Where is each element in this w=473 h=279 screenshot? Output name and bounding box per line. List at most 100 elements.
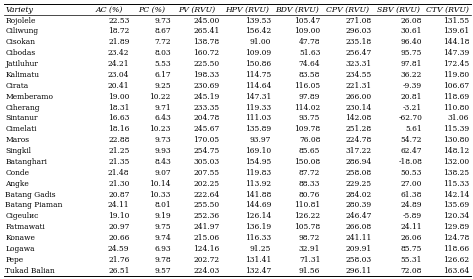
Text: 18.16: 18.16 bbox=[108, 125, 130, 133]
Text: 9.57: 9.57 bbox=[154, 267, 171, 275]
Text: 20.97: 20.97 bbox=[108, 223, 130, 231]
Text: Sintanur: Sintanur bbox=[5, 114, 38, 122]
Text: 109.78: 109.78 bbox=[294, 125, 320, 133]
Text: Cisokan: Cisokan bbox=[5, 38, 35, 46]
Text: 26.08: 26.08 bbox=[401, 16, 422, 25]
Text: 61.38: 61.38 bbox=[401, 191, 422, 199]
Text: 22.88: 22.88 bbox=[108, 136, 130, 144]
Text: 51.63: 51.63 bbox=[299, 49, 320, 57]
Text: 114.02: 114.02 bbox=[294, 104, 320, 112]
Text: 241.97: 241.97 bbox=[193, 223, 219, 231]
Text: 88.33: 88.33 bbox=[299, 180, 320, 188]
Text: 91.56: 91.56 bbox=[299, 267, 320, 275]
Text: 124.78: 124.78 bbox=[443, 234, 469, 242]
Text: 23.04: 23.04 bbox=[108, 71, 130, 79]
Text: 83.58: 83.58 bbox=[299, 71, 320, 79]
Text: 105.78: 105.78 bbox=[294, 223, 320, 231]
Text: 221.31: 221.31 bbox=[346, 82, 372, 90]
Text: 235.18: 235.18 bbox=[346, 38, 372, 46]
Text: 150.86: 150.86 bbox=[245, 60, 271, 68]
Text: 207.55: 207.55 bbox=[193, 169, 219, 177]
Text: Angke: Angke bbox=[5, 180, 29, 188]
Text: 10.14: 10.14 bbox=[149, 180, 171, 188]
Text: 126.14: 126.14 bbox=[245, 212, 271, 220]
Text: 132.00: 132.00 bbox=[443, 158, 469, 166]
Text: 118.66: 118.66 bbox=[443, 245, 469, 253]
Text: 147.39: 147.39 bbox=[443, 49, 469, 57]
Text: 280.39: 280.39 bbox=[346, 201, 372, 210]
Text: 255.50: 255.50 bbox=[193, 201, 219, 210]
Text: 32.91: 32.91 bbox=[299, 245, 320, 253]
Text: 7.72: 7.72 bbox=[154, 38, 171, 46]
Text: 76.08: 76.08 bbox=[299, 136, 320, 144]
Text: 9.71: 9.71 bbox=[154, 104, 171, 112]
Text: 271.08: 271.08 bbox=[346, 16, 372, 25]
Text: 97.81: 97.81 bbox=[401, 60, 422, 68]
Text: 202.25: 202.25 bbox=[193, 180, 219, 188]
Text: Logawa: Logawa bbox=[5, 245, 35, 253]
Text: 156.42: 156.42 bbox=[245, 27, 271, 35]
Text: 111.03: 111.03 bbox=[245, 114, 271, 122]
Text: Kalimatu: Kalimatu bbox=[5, 71, 39, 79]
Text: 21.30: 21.30 bbox=[108, 180, 130, 188]
Text: 9.07: 9.07 bbox=[154, 169, 171, 177]
Text: 20.41: 20.41 bbox=[108, 82, 130, 90]
Text: 6.43: 6.43 bbox=[154, 114, 171, 122]
Text: -18.08: -18.08 bbox=[398, 158, 422, 166]
Text: 215.06: 215.06 bbox=[193, 234, 219, 242]
Text: -5.89: -5.89 bbox=[403, 212, 422, 220]
Text: 71.31: 71.31 bbox=[299, 256, 320, 264]
Text: Pepe: Pepe bbox=[5, 256, 23, 264]
Text: 172.45: 172.45 bbox=[443, 60, 469, 68]
Text: Batanghari: Batanghari bbox=[5, 158, 47, 166]
Text: 131.55: 131.55 bbox=[443, 16, 469, 25]
Text: 8.67: 8.67 bbox=[154, 27, 171, 35]
Text: 23.42: 23.42 bbox=[108, 49, 130, 57]
Text: 8.03: 8.03 bbox=[154, 49, 171, 57]
Text: 258.08: 258.08 bbox=[346, 169, 372, 177]
Text: 135.69: 135.69 bbox=[443, 201, 469, 210]
Text: Batang Piaman: Batang Piaman bbox=[5, 201, 62, 210]
Text: 120.34: 120.34 bbox=[443, 212, 469, 220]
Text: 9.74: 9.74 bbox=[154, 234, 171, 242]
Text: Tukad Balian: Tukad Balian bbox=[5, 267, 55, 275]
Text: Maros: Maros bbox=[5, 136, 29, 144]
Text: 170.05: 170.05 bbox=[193, 136, 219, 144]
Text: 26.06: 26.06 bbox=[401, 234, 422, 242]
Text: 6.17: 6.17 bbox=[154, 71, 171, 79]
Text: 27.00: 27.00 bbox=[401, 180, 422, 188]
Text: 119.33: 119.33 bbox=[245, 104, 271, 112]
Text: 142.08: 142.08 bbox=[346, 114, 372, 122]
Text: 233.35: 233.35 bbox=[193, 104, 219, 112]
Text: 323.31: 323.31 bbox=[346, 60, 372, 68]
Text: 131.41: 131.41 bbox=[245, 256, 271, 264]
Text: 135.89: 135.89 bbox=[245, 125, 271, 133]
Text: 286.94: 286.94 bbox=[346, 158, 372, 166]
Text: 198.33: 198.33 bbox=[193, 71, 219, 79]
Text: SBV (RVU): SBV (RVU) bbox=[377, 6, 420, 14]
Text: 10.22: 10.22 bbox=[149, 93, 171, 101]
Text: 129.89: 129.89 bbox=[443, 223, 469, 231]
Text: 225.50: 225.50 bbox=[193, 60, 219, 68]
Text: 256.47: 256.47 bbox=[346, 49, 372, 57]
Text: PC (%): PC (%) bbox=[138, 6, 165, 14]
Text: 150.08: 150.08 bbox=[294, 158, 320, 166]
Text: 119.83: 119.83 bbox=[245, 169, 271, 177]
Text: 163.64: 163.64 bbox=[443, 267, 469, 275]
Text: PV (RVU): PV (RVU) bbox=[178, 6, 215, 14]
Text: 142.14: 142.14 bbox=[443, 191, 469, 199]
Text: 209.91: 209.91 bbox=[346, 245, 372, 253]
Text: 115.33: 115.33 bbox=[443, 180, 469, 188]
Text: 110.80: 110.80 bbox=[443, 104, 469, 112]
Text: 31.06: 31.06 bbox=[448, 114, 469, 122]
Text: 222.64: 222.64 bbox=[193, 191, 219, 199]
Text: 245.19: 245.19 bbox=[193, 93, 219, 101]
Text: 10.33: 10.33 bbox=[149, 191, 171, 199]
Text: 224.78: 224.78 bbox=[346, 136, 372, 144]
Text: 126.22: 126.22 bbox=[294, 212, 320, 220]
Text: 9.93: 9.93 bbox=[154, 147, 171, 155]
Text: 138.78: 138.78 bbox=[193, 38, 219, 46]
Text: 54.72: 54.72 bbox=[401, 136, 422, 144]
Text: -9.39: -9.39 bbox=[403, 82, 422, 90]
Text: 251.28: 251.28 bbox=[346, 125, 372, 133]
